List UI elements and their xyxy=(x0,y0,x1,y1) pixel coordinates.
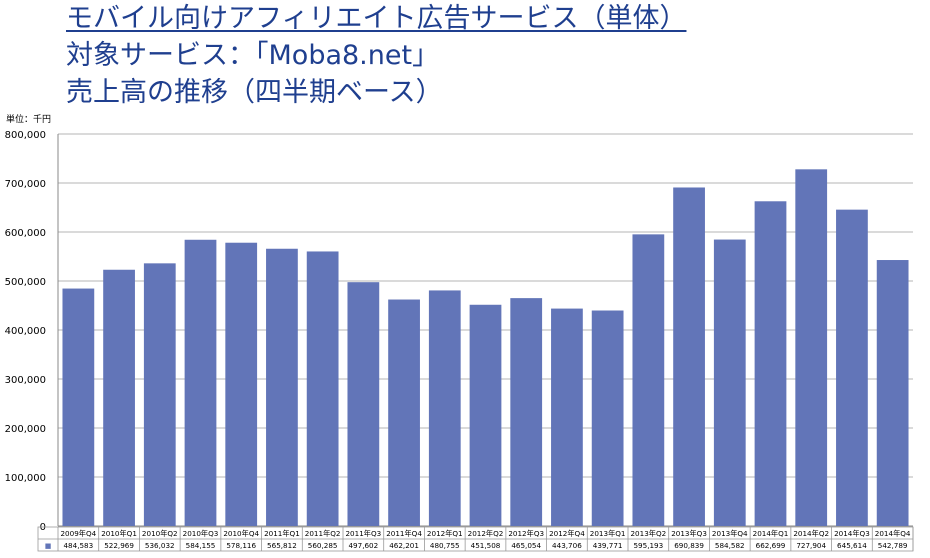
y-tick-label: 300,000 xyxy=(5,375,46,386)
x-category-label: 2012年Q2 xyxy=(468,529,504,538)
x-category-label: 2012年Q4 xyxy=(549,529,585,538)
bar xyxy=(103,269,135,526)
data-value-label: 439,771 xyxy=(593,541,623,550)
bar xyxy=(266,248,298,526)
bar xyxy=(673,187,705,526)
title-line-2: 対象サービス：「Moba8.net」 xyxy=(66,40,440,71)
data-value-label: 595,193 xyxy=(633,541,663,550)
data-value-label: 560,285 xyxy=(308,541,338,550)
x-category-label: 2010年Q1 xyxy=(101,529,137,538)
data-value-label: 584,582 xyxy=(715,541,745,550)
data-value-label: 451,508 xyxy=(471,541,501,550)
bar xyxy=(306,251,339,527)
x-category-label: 2013年Q2 xyxy=(630,529,666,538)
bar xyxy=(754,201,787,526)
x-category-label: 2013年Q3 xyxy=(671,529,707,538)
x-category-label: 2012年Q1 xyxy=(427,529,463,538)
data-value-label: 480,755 xyxy=(430,541,460,550)
data-value-label: 565,812 xyxy=(267,541,297,550)
bar xyxy=(388,299,420,526)
bar xyxy=(795,169,828,527)
bar xyxy=(591,310,624,526)
x-category-label: 2014年Q4 xyxy=(875,529,911,538)
y-tick-label: 500,000 xyxy=(5,277,46,288)
y-tick-label: 400,000 xyxy=(5,326,46,337)
bar xyxy=(184,239,217,527)
bar xyxy=(62,288,95,526)
y-tick-label: 700,000 xyxy=(5,179,46,190)
data-value-label: 484,583 xyxy=(63,541,93,550)
data-value-label: 690,839 xyxy=(674,541,704,550)
data-value-label: 584,155 xyxy=(186,541,216,550)
data-value-label: 645,614 xyxy=(837,541,867,550)
data-value-label: 497,602 xyxy=(348,541,378,550)
data-value-label: 536,032 xyxy=(145,541,175,550)
data-value-label: 727,904 xyxy=(796,541,826,550)
x-category-label: 2013年Q1 xyxy=(590,529,626,538)
y-tick-label: 600,000 xyxy=(5,228,46,239)
bar xyxy=(876,260,909,526)
bar xyxy=(551,308,583,526)
bar xyxy=(836,209,868,526)
x-category-label: 2010年Q4 xyxy=(223,529,259,538)
x-category-label: 2014年Q3 xyxy=(834,529,870,538)
y-tick-label: 100,000 xyxy=(5,473,46,484)
x-category-label: 2011年Q3 xyxy=(345,529,381,538)
bar xyxy=(347,282,380,526)
x-category-label: 2014年Q1 xyxy=(753,529,789,538)
data-value-label: 578,116 xyxy=(226,541,256,550)
data-value-label: 542,789 xyxy=(878,541,908,550)
x-category-label: 2010年Q3 xyxy=(183,529,219,538)
data-value-label: 522,969 xyxy=(104,541,134,550)
bar xyxy=(469,304,502,526)
x-category-label: 2012年Q3 xyxy=(508,529,544,538)
x-category-label: 2014年Q2 xyxy=(793,529,829,538)
x-category-label: 2011年Q4 xyxy=(386,529,422,538)
bar xyxy=(428,290,461,526)
unit-label: 単位：千円 xyxy=(6,115,52,125)
x-category-label: 2011年Q2 xyxy=(305,529,341,538)
data-value-label: 462,201 xyxy=(389,541,419,550)
x-category-label: 2011年Q1 xyxy=(264,529,300,538)
y-tick-label: 0 xyxy=(40,522,46,533)
legend-marker: ■ xyxy=(45,542,52,550)
y-tick-label: 800,000 xyxy=(5,130,46,141)
x-category-label: 2013年Q4 xyxy=(712,529,748,538)
data-value-label: 443,706 xyxy=(552,541,582,550)
data-value-label: 662,699 xyxy=(756,541,786,550)
title-line-3: 売上高の推移（四半期ベース） xyxy=(66,77,443,108)
bar xyxy=(632,234,665,527)
x-category-label: 2009年Q4 xyxy=(60,529,96,538)
bar xyxy=(225,242,258,527)
bar xyxy=(143,263,176,526)
bar xyxy=(510,298,543,526)
y-tick-label: 200,000 xyxy=(5,424,46,435)
data-value-label: 465,054 xyxy=(511,541,541,550)
bar xyxy=(713,239,746,527)
title-line-1: モバイル向けアフィリエイト広告サービス（単体） xyxy=(66,3,687,34)
x-category-label: 2010年Q2 xyxy=(142,529,178,538)
